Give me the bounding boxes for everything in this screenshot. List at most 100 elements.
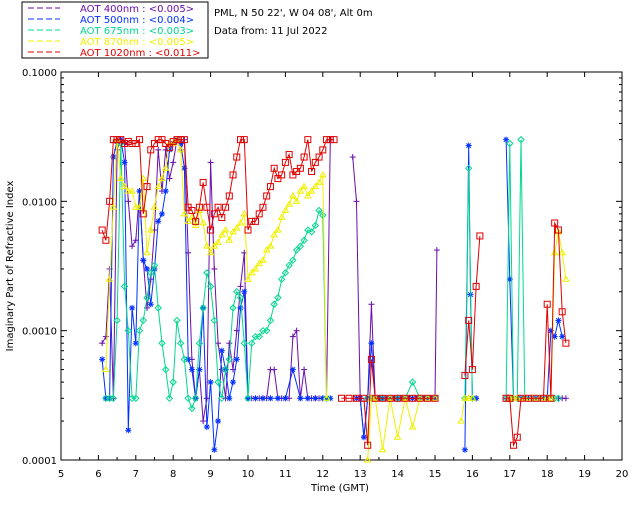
data-point-diamond xyxy=(285,261,293,270)
star-d2 xyxy=(230,379,236,385)
data-point-square xyxy=(121,140,129,148)
data-point-plus xyxy=(99,340,106,347)
data-point-plus xyxy=(166,175,173,182)
data-point-diamond xyxy=(158,339,166,347)
data-point-square xyxy=(222,203,230,211)
star-d2 xyxy=(290,367,296,373)
data-point-diamond xyxy=(120,282,129,291)
legend-entry: AOT 1020nm : <0.011> xyxy=(80,48,200,59)
star-d2 xyxy=(155,218,161,224)
star-d2 xyxy=(237,305,244,311)
legend: AOT 400nm : <0.005>AOT 500nm : <0.004>AO… xyxy=(21,1,209,59)
data-point-diamond xyxy=(274,293,282,302)
data-point-diamond xyxy=(124,326,133,335)
data-point-square xyxy=(532,394,540,402)
data-point-diamond xyxy=(408,378,417,386)
data-point-diamond xyxy=(162,365,170,374)
data-point-triangle xyxy=(550,248,559,256)
data-point-square xyxy=(124,138,132,146)
star-d2 xyxy=(185,356,191,362)
x-tick-label: 5 xyxy=(58,469,64,480)
data-point-square xyxy=(352,394,360,402)
data-point-diamond xyxy=(199,304,207,312)
x-tick-label: 19 xyxy=(578,469,591,480)
data-point-diamond xyxy=(218,394,226,402)
star-d2 xyxy=(219,348,225,354)
data-point-square xyxy=(117,136,125,144)
data-point-square xyxy=(558,308,566,316)
data-point-star xyxy=(237,304,244,311)
x-tick-label: 15 xyxy=(429,469,442,480)
x-tick-label: 10 xyxy=(242,469,255,480)
data-point-diamond xyxy=(266,316,275,325)
data-point-square xyxy=(259,203,267,211)
data-point-square xyxy=(525,394,532,402)
data-point-square xyxy=(547,394,555,402)
star-d2 xyxy=(122,159,128,165)
data-point-square xyxy=(517,394,525,402)
data-point-triangle xyxy=(214,238,222,246)
data-point-triangle xyxy=(281,206,290,213)
star-d2 xyxy=(559,334,565,340)
data-point-star xyxy=(252,395,259,402)
plot-frame xyxy=(60,71,623,461)
data-point-triangle xyxy=(423,394,432,401)
star-d2 xyxy=(368,340,374,346)
data-point-star xyxy=(368,340,375,347)
data-point-triangle xyxy=(210,242,219,249)
star-d2 xyxy=(140,257,146,263)
data-point-triangle xyxy=(259,256,267,263)
data-point-triangle xyxy=(431,394,439,401)
data-point-triangle xyxy=(225,236,234,243)
data-point-plus xyxy=(147,276,154,283)
data-point-square xyxy=(562,339,570,347)
data-point-triangle xyxy=(221,226,230,233)
data-point-triangle xyxy=(393,433,402,440)
data-point-star xyxy=(297,395,304,402)
data-point-triangle xyxy=(146,226,155,233)
star-d2 xyxy=(462,447,468,453)
data-point-triangle xyxy=(363,456,372,463)
data-point-square xyxy=(315,153,323,161)
data-point-plus xyxy=(433,247,440,254)
data-point-triangle xyxy=(229,227,237,235)
data-point-diamond xyxy=(315,206,323,215)
star-d2 xyxy=(552,334,558,340)
data-point-triangle xyxy=(292,197,301,204)
data-point-diamond xyxy=(229,304,237,312)
legend-entry: AOT 870nm : <0.005> xyxy=(80,37,194,48)
x-tick-label: 20 xyxy=(616,469,629,480)
data-point-diamond xyxy=(506,139,514,148)
y-tick-label: 0.0100 xyxy=(22,197,57,208)
data-point-diamond xyxy=(180,355,189,364)
data-point-triangle xyxy=(101,365,110,373)
data-point-star xyxy=(125,427,132,434)
data-point-diamond xyxy=(300,236,308,244)
data-point-square xyxy=(285,151,293,159)
data-point-triangle xyxy=(270,230,279,238)
data-point-triangle xyxy=(408,423,417,430)
x-tick-label: 8 xyxy=(170,469,176,480)
data-point-triangle xyxy=(217,230,226,238)
data-point-plus xyxy=(155,146,162,153)
data-point-diamond xyxy=(184,394,192,402)
series-line xyxy=(367,397,435,461)
data-point-triangle xyxy=(150,203,159,210)
star-d2 xyxy=(275,395,281,401)
data-point-star xyxy=(158,210,165,217)
data-point-square xyxy=(139,210,147,218)
data-point-star xyxy=(274,395,281,402)
data-point-diamond xyxy=(195,339,204,347)
legend-entry: AOT 675nm : <0.003> xyxy=(80,26,194,37)
x-tick-label: 11 xyxy=(279,469,292,480)
data-point-star xyxy=(289,366,296,373)
data-point-triangle xyxy=(161,164,170,171)
data-point-triangle xyxy=(464,394,473,401)
data-point-triangle xyxy=(206,248,215,256)
data-point-square xyxy=(308,168,316,176)
data-point-triangle xyxy=(176,145,185,153)
data-point-diamond xyxy=(464,164,473,173)
data-point-diamond xyxy=(169,378,177,386)
data-point-plus xyxy=(129,243,136,250)
data-point-triangle xyxy=(131,203,140,210)
